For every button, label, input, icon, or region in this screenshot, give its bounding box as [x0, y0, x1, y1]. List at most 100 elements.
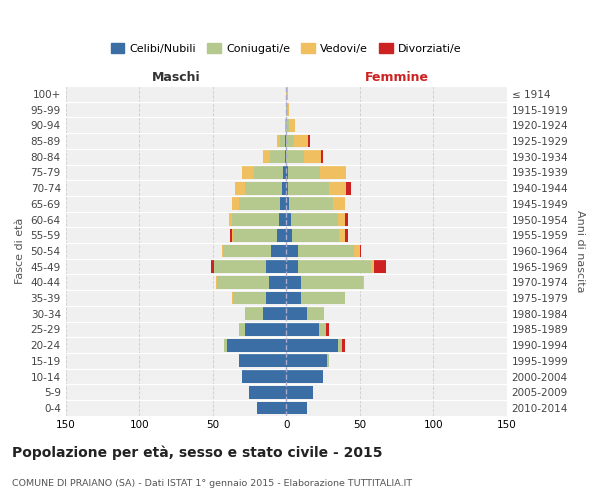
Bar [286, 244, 298, 258]
Bar [286, 323, 319, 336]
Bar [270, 150, 285, 163]
Bar [293, 134, 308, 147]
Bar [279, 213, 286, 226]
Bar [287, 182, 329, 194]
Bar [217, 276, 269, 289]
Bar [223, 244, 271, 258]
Bar [280, 198, 286, 210]
Bar [227, 338, 286, 351]
Bar [239, 198, 280, 210]
Bar [346, 182, 351, 194]
Bar [269, 276, 286, 289]
Bar [301, 292, 345, 304]
Bar [285, 134, 286, 147]
Bar [286, 370, 323, 383]
Bar [307, 308, 325, 320]
Bar [345, 229, 348, 241]
Bar [286, 213, 290, 226]
Bar [214, 260, 266, 273]
Legend: Celibi/Nubili, Coniugati/e, Vedovi/e, Divorziati/e: Celibi/Nubili, Coniugati/e, Vedovi/e, Di… [106, 39, 466, 58]
Bar [286, 134, 293, 147]
Bar [308, 134, 310, 147]
Bar [289, 119, 295, 132]
Bar [286, 338, 338, 351]
Bar [286, 308, 307, 320]
Bar [277, 134, 280, 147]
Bar [338, 213, 345, 226]
Bar [286, 229, 292, 241]
Bar [290, 213, 338, 226]
Bar [326, 323, 329, 336]
Bar [298, 260, 371, 273]
Y-axis label: Fasce di età: Fasce di età [15, 218, 25, 284]
Bar [285, 119, 286, 132]
Bar [221, 244, 223, 258]
Bar [371, 260, 374, 273]
Bar [266, 260, 286, 273]
Bar [232, 229, 233, 241]
Bar [362, 276, 364, 289]
Bar [254, 166, 283, 179]
Bar [304, 150, 322, 163]
Bar [319, 323, 326, 336]
Bar [339, 229, 345, 241]
Bar [232, 198, 239, 210]
Bar [239, 354, 286, 368]
Y-axis label: Anni di nascita: Anni di nascita [575, 210, 585, 292]
Bar [271, 244, 286, 258]
Bar [286, 166, 287, 179]
Bar [266, 292, 286, 304]
Bar [286, 103, 287, 116]
Bar [245, 308, 263, 320]
Bar [233, 292, 266, 304]
Bar [286, 182, 287, 194]
Bar [283, 166, 286, 179]
Bar [289, 198, 333, 210]
Bar [322, 150, 323, 163]
Bar [286, 150, 304, 163]
Bar [333, 198, 345, 210]
Bar [257, 402, 286, 414]
Bar [286, 292, 301, 304]
Bar [329, 182, 346, 194]
Bar [354, 244, 360, 258]
Text: Popolazione per età, sesso e stato civile - 2015: Popolazione per età, sesso e stato civil… [12, 446, 383, 460]
Bar [224, 338, 227, 351]
Bar [328, 354, 329, 368]
Text: COMUNE DI PRAIANO (SA) - Dati ISTAT 1° gennaio 2015 - Elaborazione TUTTITALIA.IT: COMUNE DI PRAIANO (SA) - Dati ISTAT 1° g… [12, 479, 412, 488]
Bar [301, 276, 362, 289]
Bar [232, 213, 279, 226]
Bar [282, 182, 286, 194]
Text: Maschi: Maschi [152, 72, 200, 85]
Bar [277, 229, 286, 241]
Bar [280, 134, 285, 147]
Bar [286, 402, 307, 414]
Bar [215, 276, 217, 289]
Bar [286, 198, 289, 210]
Bar [286, 119, 289, 132]
Bar [338, 338, 342, 351]
Bar [250, 386, 286, 398]
Bar [292, 229, 339, 241]
Bar [286, 386, 313, 398]
Bar [287, 166, 320, 179]
Bar [211, 260, 214, 273]
Bar [239, 323, 245, 336]
Bar [285, 150, 286, 163]
Bar [286, 260, 298, 273]
Bar [229, 213, 232, 226]
Bar [345, 213, 348, 226]
Bar [233, 229, 277, 241]
Bar [263, 308, 286, 320]
Text: Femmine: Femmine [364, 72, 428, 85]
Bar [242, 370, 286, 383]
Bar [286, 276, 301, 289]
Bar [286, 88, 287, 101]
Bar [242, 166, 254, 179]
Bar [263, 150, 270, 163]
Bar [374, 260, 386, 273]
Bar [360, 244, 361, 258]
Bar [235, 182, 245, 194]
Bar [287, 103, 289, 116]
Bar [342, 338, 345, 351]
